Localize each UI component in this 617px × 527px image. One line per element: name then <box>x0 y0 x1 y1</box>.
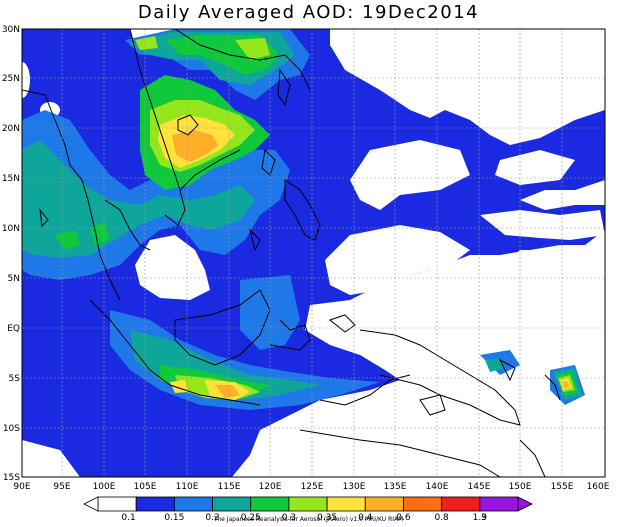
gridlines <box>22 29 605 477</box>
colorbar-swatch <box>212 496 252 512</box>
aod-fields <box>22 29 605 477</box>
lon-label: 115E <box>218 482 241 492</box>
lat-label: 30N <box>2 25 20 35</box>
colorbar <box>83 496 533 512</box>
lon-label: 100E <box>93 482 116 492</box>
colorbar-arrow-left <box>83 496 99 512</box>
lat-label: 15S <box>3 473 20 483</box>
lon-label: 95E <box>53 482 70 492</box>
colorbar-swatch <box>479 496 519 512</box>
plot-frame <box>21 28 606 478</box>
lon-label: 120E <box>259 482 282 492</box>
colorbar-tick-label: 0.3 <box>282 513 296 523</box>
colorbar-swatch <box>250 496 290 512</box>
map-title: Daily Averaged AOD: 19Dec2014 <box>137 2 480 23</box>
aod-region-teal <box>22 140 255 258</box>
colorbar-swatch <box>441 496 481 512</box>
lon-labels: 90E 95E 100E 105E 110E 115E 120E 125E 13… <box>13 482 609 492</box>
colorbar-swatch <box>403 496 443 512</box>
lon-label: 105E <box>134 482 157 492</box>
colorbar-tick-label: 0.2 <box>205 513 219 523</box>
lon-label: 130E <box>343 482 366 492</box>
colorbar-tick-label: 0.4 <box>358 513 373 523</box>
lon-label: 145E <box>468 482 491 492</box>
lon-label: 160E <box>587 482 610 492</box>
colorbar-labels: 0.1 0.15 0.2 0.25 0.3 0.35 0.4 0.6 0.8 1… <box>121 513 487 523</box>
lat-label: 5N <box>8 274 20 284</box>
lat-label: EQ <box>7 324 20 334</box>
lon-label: 155E <box>551 482 574 492</box>
colorbar-swatch <box>288 496 328 512</box>
credit-text: The Japanese Reanalysis for Aerosol (JRA… <box>213 516 404 523</box>
lon-label: 90E <box>13 482 30 492</box>
colorbar-tick-label: 3 <box>481 513 487 523</box>
colorbar-tick-label: 0.8 <box>434 513 449 523</box>
lat-labels: 30N 25N 20N 15N 10N 5N EQ 5S 10S 15S <box>2 25 20 483</box>
colorbar-swatch <box>326 496 366 512</box>
lon-label: 110E <box>176 482 199 492</box>
colorbar-tick-label: 0.1 <box>121 513 135 523</box>
colorbar-swatch <box>135 496 175 512</box>
lat-label: 15N <box>2 174 20 184</box>
lon-label: 150E <box>509 482 532 492</box>
lon-label: 125E <box>301 482 324 492</box>
aod-region-orange <box>172 130 218 162</box>
colorbar-arrow-right <box>517 496 533 512</box>
lon-label: 135E <box>384 482 407 492</box>
colorbar-tick-label: 0.15 <box>164 513 184 523</box>
colorbar-tick-label: 0.25 <box>241 513 261 523</box>
colorbar-swatch <box>364 496 404 512</box>
lat-label: 5S <box>9 374 21 384</box>
colorbar-swatch <box>97 496 137 512</box>
lat-label: 10S <box>3 424 20 434</box>
colorbar-tick-label: 0.6 <box>396 513 411 523</box>
lat-label: 10N <box>2 224 20 234</box>
colorbar-tick-label: 0.35 <box>317 513 337 523</box>
colorbar-swatch <box>173 496 213 512</box>
coastlines <box>22 29 561 477</box>
lon-label: 140E <box>426 482 449 492</box>
colorbar-tick-label: 1.9 <box>473 513 488 523</box>
lat-label: 20N <box>2 124 20 134</box>
lat-label: 25N <box>2 74 20 84</box>
